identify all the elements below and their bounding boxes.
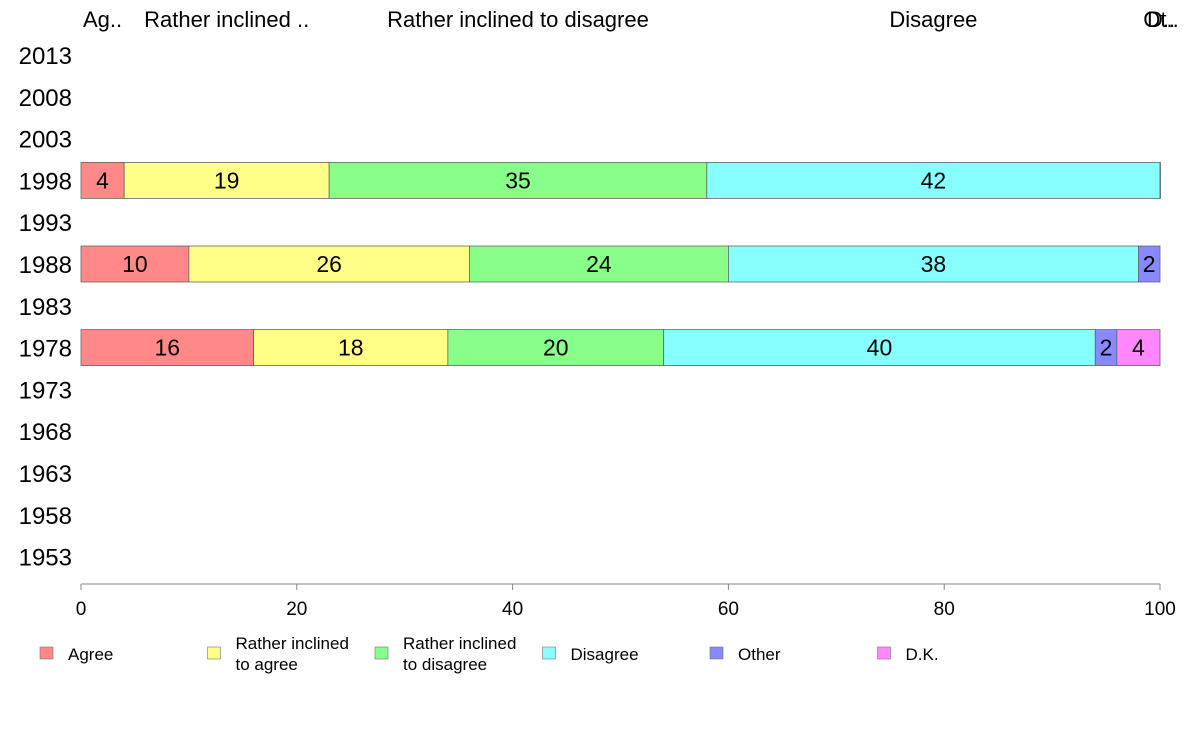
- column-header-disagree: Disagree: [889, 7, 977, 32]
- bar-1978-d-k: [1116, 329, 1161, 367]
- x-tick-label-40: 40: [502, 599, 523, 620]
- bar-label-1978-other: 2: [1100, 335, 1113, 361]
- year-label-2013: 2013: [19, 43, 72, 70]
- bar-label-1998-rather-inclined-to-disagree: 35: [505, 167, 531, 193]
- legend-label-d-k: D.K.: [906, 645, 939, 664]
- legend-label-rather-inclined-to-disagree-line-1: Rather inclined: [403, 634, 516, 653]
- legend-swatch-rather-inclined-to-agree: [207, 646, 221, 660]
- bar-label-1978-disagree: 40: [867, 335, 893, 361]
- bar-label-1978-agree: 16: [155, 335, 181, 361]
- x-tick-label-0: 0: [76, 599, 87, 620]
- bar-1978-rather-inclined-to-agree: [253, 329, 449, 367]
- year-label-1963: 1963: [19, 461, 72, 488]
- year-label-1968: 1968: [19, 419, 72, 446]
- column-headers: Ag.. Rather inclined .. Rather inclined to…: [83, 7, 1179, 32]
- bar-1998-rather-inclined-to-disagree: [328, 161, 708, 199]
- year-label-1993: 1993: [19, 210, 72, 237]
- year-label-1978: 1978: [19, 336, 72, 363]
- year-label-1998: 1998: [19, 168, 72, 195]
- bar-1998-agree: [80, 161, 125, 199]
- bar-1988-rather-inclined-to-disagree: [469, 245, 729, 283]
- year-label-1983: 1983: [19, 294, 72, 321]
- x-tick-label-60: 60: [718, 599, 739, 620]
- bar-label-1988-other: 2: [1143, 251, 1156, 277]
- column-header-overlap-1: Ot..: [1143, 7, 1178, 32]
- bar-label-1978-rather-inclined-to-agree: 18: [338, 335, 364, 361]
- year-label-1958: 1958: [19, 503, 72, 530]
- x-tick-label-80: 80: [934, 599, 955, 620]
- legend-swatch-agree: [39, 646, 54, 660]
- legend-label-rather-inclined-to-agree-line-1: Rather inclined: [236, 634, 349, 653]
- bar-label-1978-rather-inclined-to-disagree: 20: [543, 335, 569, 361]
- x-axis: 0 20 40 60 80 100: [76, 583, 1176, 620]
- legend-label-rather-inclined-to-disagree-line-2: to disagree: [403, 655, 487, 674]
- year-label-2003: 2003: [19, 127, 72, 154]
- bar-label-1988-rather-inclined-to-agree: 26: [316, 251, 342, 277]
- x-tick-label-20: 20: [286, 599, 307, 620]
- bar-label-1988-agree: 10: [122, 251, 148, 277]
- column-header-rather-inclined-to-disagree: Rather inclined to disagree: [387, 7, 649, 32]
- legend-label-agree: Agree: [68, 645, 113, 664]
- bar-1978-rather-inclined-to-disagree: [447, 329, 665, 367]
- legend-label-other: Other: [738, 645, 781, 664]
- column-header-rather-inclined-to-agree: Rather inclined ..: [144, 7, 309, 32]
- bar-1998-disagree: [706, 161, 1161, 199]
- bar-label-1988-disagree: 38: [921, 251, 947, 277]
- year-labels: 2013 2008 2003 1998 1993 1988 1983 1978 1973 1968…: [19, 43, 72, 572]
- year-label-2008: 2008: [19, 85, 72, 112]
- bar-label-1998-disagree: 42: [921, 167, 947, 193]
- x-tick-label-100: 100: [1144, 599, 1176, 620]
- legend-label-disagree: Disagree: [571, 645, 639, 664]
- bar-label-1978-d-k: 4: [1132, 335, 1145, 361]
- bar-1978-agree: [80, 329, 255, 367]
- year-label-1973: 1973: [19, 377, 72, 404]
- legend-swatch-d-k: [877, 646, 891, 660]
- bar-1988-rather-inclined-to-agree: [188, 245, 470, 283]
- bar-label-1988-rather-inclined-to-disagree: 24: [586, 251, 612, 277]
- legend: Agree Rather inclined to agree Rather incli…: [39, 634, 939, 674]
- year-label-1988: 1988: [19, 252, 72, 279]
- legend-label-rather-inclined-to-agree-line-2: to agree: [236, 655, 298, 674]
- legend-swatch-disagree: [542, 646, 556, 660]
- column-header-overlap-0: D..: [1147, 7, 1175, 32]
- bar-1988-agree: [80, 245, 190, 283]
- bar-label-1998-agree: 4: [96, 167, 109, 193]
- column-header-agree: Ag..: [83, 7, 122, 32]
- legend-swatch-other: [709, 646, 724, 660]
- legend-swatch-rather-inclined-to-disagree: [374, 646, 389, 660]
- bar-1978-disagree: [663, 329, 1096, 367]
- bar-1998-other: [1159, 161, 1161, 199]
- bar-1988-other: [1138, 245, 1161, 283]
- bar-1998-rather-inclined-to-agree: [123, 161, 330, 199]
- year-label-1953: 1953: [19, 545, 72, 572]
- bar-label-1998-rather-inclined-to-agree: 19: [214, 167, 240, 193]
- bar-1988-disagree: [728, 245, 1139, 283]
